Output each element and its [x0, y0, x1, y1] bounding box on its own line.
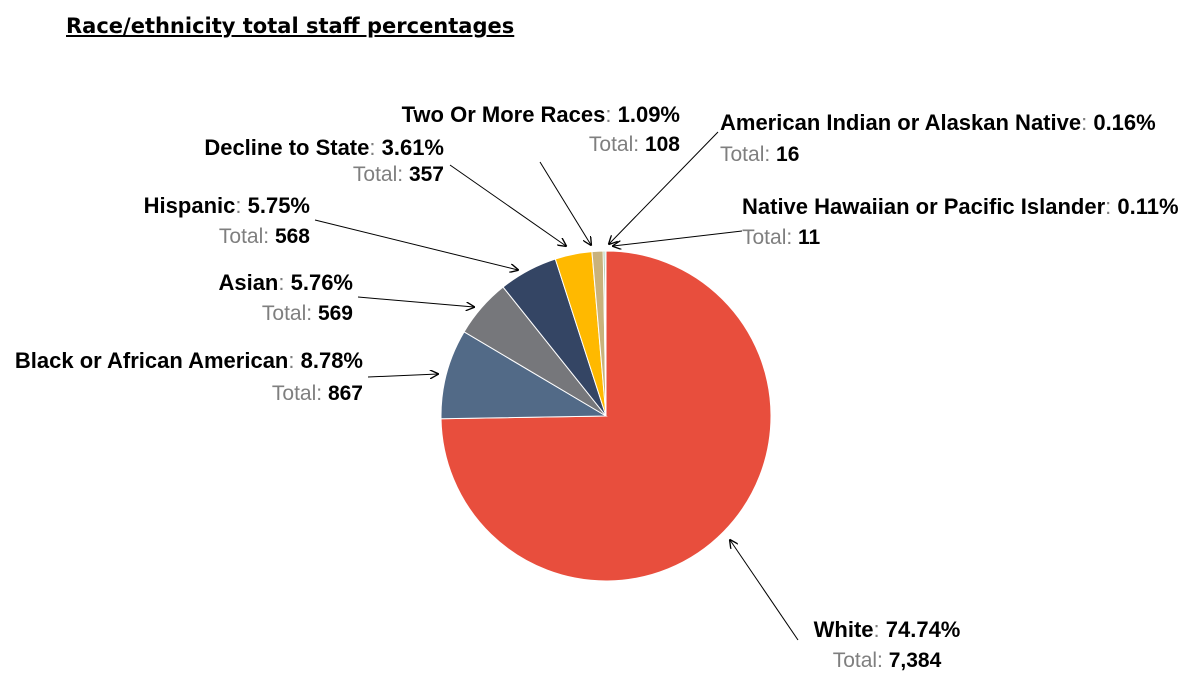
data-label-percent: 8.78% — [301, 348, 363, 373]
leader-line-hispanic — [314, 219, 518, 270]
data-label-hispanic: Hispanic: 5.75% — [144, 193, 310, 218]
leader-line-white — [730, 540, 799, 641]
data-label-total-value: 867 — [328, 382, 363, 405]
pie-slice-white — [440, 250, 772, 582]
data-label-percent: 5.76% — [291, 270, 353, 295]
data-label-percent: 74.74% — [886, 617, 961, 642]
data-label-percent: 3.61% — [382, 135, 444, 160]
data-label-decline-to-state: Decline to State: 3.61% — [204, 135, 444, 160]
data-label-name: American Indian or Alaskan Native — [720, 110, 1081, 135]
data-label-total-value: 357 — [409, 163, 444, 186]
data-label-name: Black or African American — [15, 348, 288, 373]
data-label-total-two-or-more-races: Total: 108 — [589, 133, 680, 156]
data-label-name: Native Hawaiian or Pacific Islander — [742, 194, 1106, 219]
data-label-total-value: 7,384 — [889, 649, 942, 672]
data-label-black-or-african-american: Black or African American: 8.78% — [15, 348, 363, 373]
data-label-name: Two Or More Races — [402, 102, 606, 127]
data-label-percent: 0.16% — [1093, 110, 1155, 135]
data-label-percent: 5.75% — [248, 193, 310, 218]
data-label-percent: 1.09% — [618, 102, 680, 127]
pie-slice-native-hawaiian-or-pacific-islander — [604, 250, 607, 417]
data-label-total-value: 569 — [318, 302, 353, 325]
data-label-white: White: 74.74% — [814, 617, 961, 642]
data-label-total-asian: Total: 569 — [262, 302, 353, 325]
data-label-american-indian-or-alaskan-native: American Indian or Alaskan Native: 0.16% — [720, 110, 1156, 135]
data-label-total-native-hawaiian-or-pacific-islander: Total: 11 — [742, 226, 821, 249]
data-label-total-value: 11 — [798, 226, 821, 249]
leader-line-two-or-more-races — [539, 161, 591, 245]
data-label-total-american-indian-or-alaskan-native: Total: 16 — [720, 143, 799, 166]
data-label-total-value: 108 — [645, 133, 680, 156]
data-label-total-value: 16 — [776, 143, 799, 166]
leader-line-native-hawaiian-or-pacific-islander — [613, 230, 743, 246]
leader-line-american-indian-or-alaskan-native — [609, 131, 719, 244]
data-label-total-value: 568 — [275, 225, 310, 248]
leader-line-black-or-african-american — [367, 374, 438, 377]
pie-slice-black-or-african-american — [440, 331, 608, 420]
data-label-total-decline-to-state: Total: 357 — [353, 163, 444, 186]
data-label-name: Asian — [218, 270, 278, 295]
data-label-name: Hispanic — [144, 193, 236, 218]
chart-title: Race/ethnicity total staff percentages — [66, 14, 515, 38]
data-label-total-white: Total: 7,384 — [833, 649, 942, 672]
data-label-name: Decline to State — [204, 135, 369, 160]
leader-line-decline-to-state — [449, 164, 566, 246]
data-label-total-hispanic: Total: 568 — [219, 225, 310, 248]
data-label-asian: Asian: 5.76% — [218, 270, 353, 295]
data-label-native-hawaiian-or-pacific-islander: Native Hawaiian or Pacific Islander: 0.1… — [742, 194, 1179, 219]
data-label-total-black-or-african-american: Total: 867 — [272, 382, 363, 405]
data-label-two-or-more-races: Two Or More Races: 1.09% — [402, 102, 680, 127]
data-label-percent: 0.11% — [1117, 194, 1178, 219]
leader-line-asian — [357, 296, 474, 307]
data-label-name: White — [814, 617, 874, 642]
